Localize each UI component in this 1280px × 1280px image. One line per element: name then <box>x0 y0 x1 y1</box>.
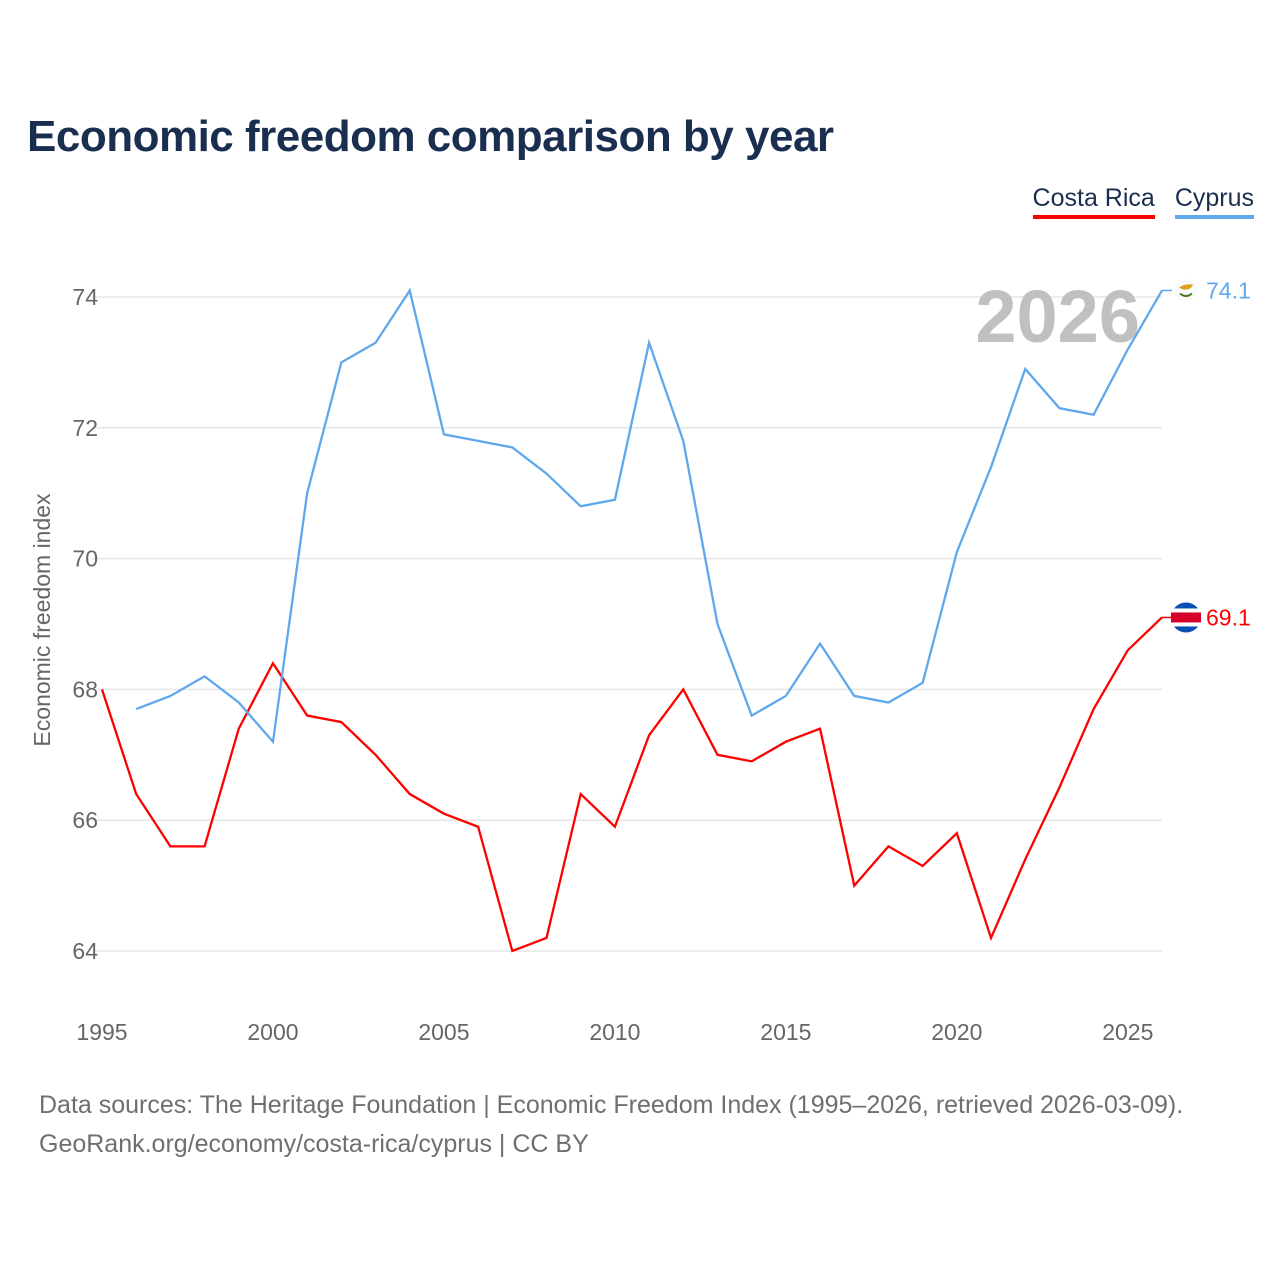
source-line-2[interactable]: GeoRank.org/economy/costa-rica/cyprus | … <box>39 1130 589 1158</box>
flag-stripe <box>1171 612 1201 623</box>
series-line-costa-rica <box>100 616 1163 953</box>
source-note: Data sources: The Heritage Foundation | … <box>39 1086 1183 1164</box>
y-tick-label: 74 <box>72 284 98 310</box>
end-value-label: 69.1 <box>1206 604 1251 630</box>
legend: Costa Rica Cyprus <box>1032 184 1254 219</box>
source-line-1: Data sources: The Heritage Foundation | … <box>39 1091 1184 1119</box>
y-tick-label: 66 <box>72 807 98 833</box>
x-tick-label: 2010 <box>589 1019 640 1045</box>
x-tick-label: 1995 <box>76 1019 127 1045</box>
y-tick-label: 68 <box>72 676 98 702</box>
y-tick-label: 70 <box>72 546 98 572</box>
year-watermark: 2026 <box>975 275 1140 358</box>
y-axis-label: Economic freedom index <box>29 493 55 747</box>
cyprus-flag-icon <box>1175 279 1197 302</box>
flag-olive <box>1179 292 1193 297</box>
flag-map <box>1179 284 1193 290</box>
x-tick-label: 2020 <box>931 1019 982 1045</box>
y-tick-label: 72 <box>72 415 98 441</box>
end-value-label: 74.1 <box>1206 277 1251 303</box>
x-tick-label: 2005 <box>418 1019 469 1045</box>
x-tick-label: 2015 <box>760 1019 811 1045</box>
x-tick-label: 2025 <box>1102 1019 1153 1045</box>
series-line-cyprus <box>135 287 1163 745</box>
chart-title: Economic freedom comparison by year <box>27 112 834 161</box>
y-tick-label: 64 <box>72 938 98 964</box>
legend-costa-rica[interactable]: Costa Rica <box>1032 184 1155 219</box>
x-tick-label: 2000 <box>247 1019 298 1045</box>
legend-cyprus[interactable]: Cyprus <box>1174 184 1254 219</box>
